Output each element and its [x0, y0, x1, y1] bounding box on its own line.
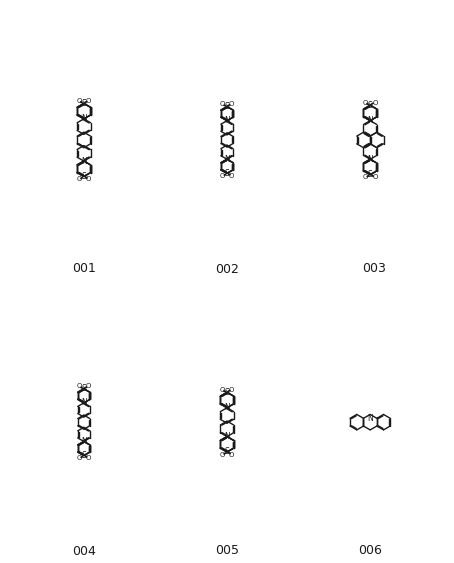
Text: O: O — [229, 101, 234, 107]
Text: 003: 003 — [362, 262, 386, 275]
Text: O: O — [372, 100, 378, 105]
Text: N: N — [224, 155, 230, 164]
Text: N: N — [224, 116, 230, 125]
Text: O: O — [85, 383, 91, 389]
Text: S: S — [225, 102, 229, 111]
Text: N: N — [81, 399, 87, 408]
Text: O: O — [372, 175, 378, 180]
Text: 001: 001 — [72, 262, 96, 275]
Text: O: O — [229, 387, 234, 392]
Text: O: O — [220, 452, 225, 458]
Text: N: N — [224, 403, 230, 412]
Text: 002: 002 — [215, 263, 239, 276]
Text: O: O — [220, 387, 225, 392]
Text: N: N — [367, 155, 373, 164]
Text: O: O — [229, 452, 234, 458]
Text: N: N — [367, 116, 373, 125]
Text: O: O — [220, 101, 225, 107]
Text: O: O — [363, 175, 368, 180]
Text: O: O — [86, 176, 91, 182]
Text: N: N — [224, 432, 230, 441]
Text: N: N — [81, 157, 87, 166]
Text: N: N — [81, 114, 87, 123]
Text: S: S — [81, 99, 86, 108]
Text: O: O — [86, 98, 91, 104]
Text: O: O — [363, 100, 368, 105]
Text: S: S — [81, 451, 86, 460]
Text: 005: 005 — [215, 544, 239, 557]
Text: O: O — [229, 173, 234, 179]
Text: O: O — [220, 173, 225, 179]
Text: 004: 004 — [72, 545, 96, 558]
Text: S: S — [225, 388, 229, 397]
Text: S: S — [368, 170, 373, 179]
Text: S: S — [225, 448, 229, 457]
Text: N: N — [81, 437, 87, 446]
Text: N: N — [367, 414, 373, 423]
Text: S: S — [225, 169, 229, 178]
Text: O: O — [77, 383, 82, 389]
Text: O: O — [76, 176, 82, 182]
Text: O: O — [76, 98, 82, 104]
Text: S: S — [81, 385, 86, 394]
Text: O: O — [85, 455, 91, 461]
Text: 006: 006 — [358, 544, 382, 557]
Text: S: S — [368, 101, 373, 110]
Text: O: O — [77, 455, 82, 461]
Text: S: S — [81, 172, 86, 181]
